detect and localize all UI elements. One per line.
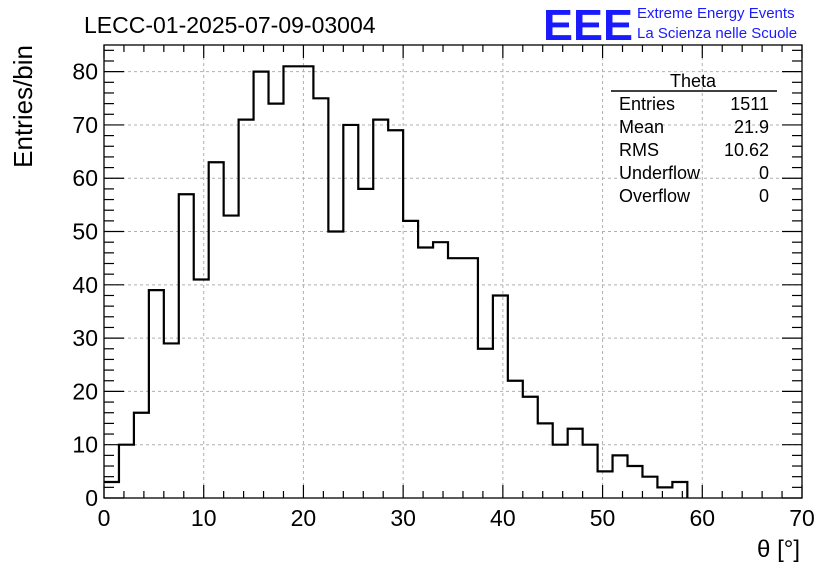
logo-line-2: La Scienza nelle Scuole <box>637 25 797 42</box>
histogram-bin <box>119 445 134 498</box>
y-tick-label: 40 <box>72 272 98 298</box>
axis-ticks <box>103 45 803 499</box>
histogram-bin <box>568 429 583 498</box>
histogram-bin <box>598 471 613 498</box>
histogram-bin <box>672 482 687 498</box>
histogram-bin <box>657 487 672 498</box>
histogram-bin <box>224 216 239 498</box>
histogram-bin <box>523 397 538 498</box>
stats-label: Entries <box>619 94 675 114</box>
histogram-bin <box>478 349 493 498</box>
x-tick-label: 0 <box>98 505 111 531</box>
y-tick-label: 30 <box>72 325 98 351</box>
eee-logo: EEE Extreme Energy Events La Scienza nel… <box>543 1 797 50</box>
histogram-bin <box>493 295 508 498</box>
y-tick-label: 60 <box>72 165 98 191</box>
x-tick-label: 10 <box>191 505 217 531</box>
stats-value: 0 <box>759 163 769 183</box>
stats-value: 1511 <box>730 94 769 114</box>
grid-lines <box>104 45 802 498</box>
histogram-bin <box>403 221 418 498</box>
histogram-bin <box>283 66 298 498</box>
stats-rows: Entries 1511 Mean 21.9 RMS 10.62 Underflow 0 Ove… <box>619 94 769 206</box>
y-tick-label: 70 <box>72 112 98 138</box>
x-tick-label: 20 <box>291 505 317 531</box>
histogram-bin <box>418 248 433 498</box>
histogram-bin <box>373 120 388 498</box>
y-axis-label: Entries/bin <box>8 45 38 168</box>
histogram-bin <box>463 258 478 498</box>
x-tick-label: 40 <box>490 505 516 531</box>
stats-label: RMS <box>619 140 659 160</box>
histogram-bin <box>104 482 119 498</box>
histogram-bin <box>358 189 373 498</box>
x-tick-label: 70 <box>789 505 815 531</box>
logo-line-1: Extreme Energy Events <box>637 5 795 22</box>
histogram-bin <box>164 343 179 498</box>
histogram-bin <box>328 232 343 498</box>
histogram-bin <box>613 455 628 498</box>
histogram-bin <box>254 72 269 498</box>
histogram-bin <box>194 279 209 498</box>
x-tick-label: 30 <box>390 505 416 531</box>
stats-box: Theta Entries 1511 Mean 21.9 RMS 10.62 Underfl… <box>611 71 777 206</box>
histogram-bin <box>553 445 568 498</box>
histogram-bin <box>149 290 164 498</box>
stats-value: 0 <box>759 186 769 206</box>
histogram-bin <box>269 104 284 498</box>
histogram-bin <box>433 242 448 498</box>
stats-value: 21.9 <box>734 117 769 137</box>
histogram-bin <box>583 445 598 498</box>
x-tick-label: 50 <box>590 505 616 531</box>
histogram-step-line <box>104 65 689 498</box>
histogram-outline <box>104 65 689 498</box>
y-tick-label: 50 <box>72 219 98 245</box>
histogram-bin <box>134 413 149 498</box>
histogram-bin <box>313 98 328 498</box>
histogram-bin <box>538 423 553 498</box>
histogram-bin <box>628 466 643 498</box>
stats-title: Theta <box>670 71 717 91</box>
histogram-bin <box>508 381 523 498</box>
x-tick-label: 60 <box>689 505 715 531</box>
y-tick-label: 20 <box>72 378 98 404</box>
stats-label: Mean <box>619 117 664 137</box>
plot-frame <box>103 44 803 499</box>
histogram-bin <box>179 194 194 498</box>
y-tick-labels: 0 10 20 30 40 50 60 70 80 <box>72 59 98 511</box>
y-tick-label: 10 <box>72 432 98 458</box>
stats-value: 10.62 <box>724 140 769 160</box>
y-tick-label: 80 <box>72 59 98 85</box>
logo-mark: EEE <box>543 1 633 50</box>
x-axis-label: θ [°] <box>757 536 800 563</box>
histogram-bin <box>209 162 224 498</box>
chart-title: LECC-01-2025-07-09-03004 <box>84 12 376 38</box>
y-tick-label: 0 <box>85 485 98 511</box>
histogram-bin <box>448 258 463 498</box>
stats-label: Overflow <box>619 186 691 206</box>
histogram-bin <box>388 130 403 498</box>
x-tick-labels: 0 10 20 30 40 50 60 70 <box>98 505 815 531</box>
histogram-bin <box>642 477 657 498</box>
histogram-bin <box>298 66 313 498</box>
histogram-bin <box>343 125 358 498</box>
stats-label: Underflow <box>619 163 701 183</box>
histogram-bin <box>239 120 254 498</box>
